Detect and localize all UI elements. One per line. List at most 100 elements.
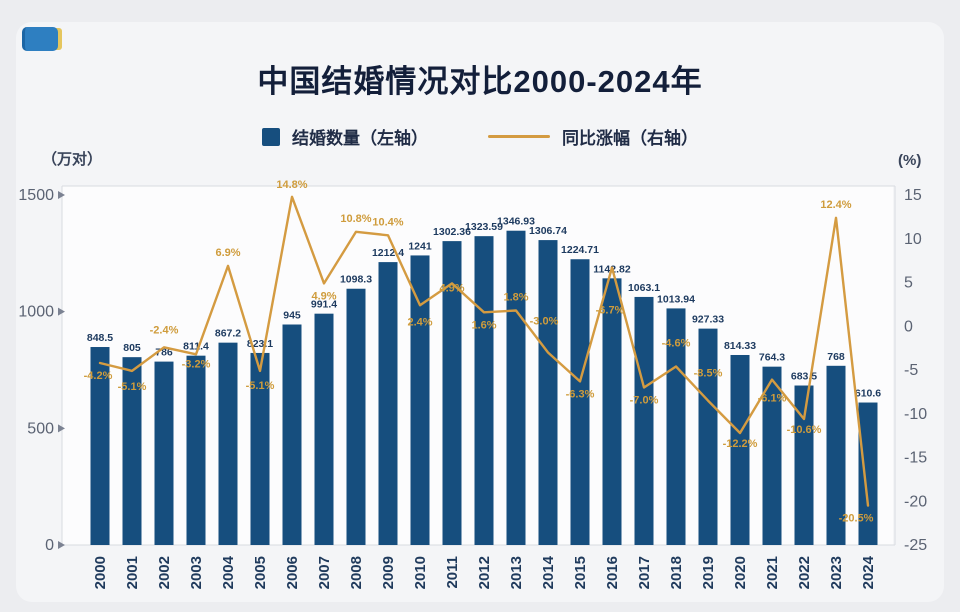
bar-value-2011: 1302.36 bbox=[433, 226, 471, 238]
logo-icon bbox=[22, 27, 62, 52]
x-label-2004: 2004 bbox=[220, 555, 237, 589]
x-label-2023: 2023 bbox=[828, 556, 845, 589]
left-axis-tick-arrow bbox=[58, 307, 65, 316]
bar-value-2001: 805 bbox=[123, 342, 141, 354]
bar-value-2014: 1306.74 bbox=[529, 225, 567, 237]
line-series-label: 同比涨幅（右轴） bbox=[562, 129, 698, 148]
left-axis-tick-500: 500 bbox=[27, 420, 54, 437]
bar-value-2007: 991.4 bbox=[311, 299, 337, 311]
bar-value-2004: 867.2 bbox=[215, 328, 241, 340]
x-label-2022: 2022 bbox=[796, 556, 813, 589]
bar-value-2018: 1013.94 bbox=[657, 293, 695, 305]
pct-label-2014: -3.0% bbox=[530, 316, 559, 328]
bar-2013 bbox=[506, 230, 526, 545]
left-axis-tick-arrow bbox=[58, 191, 65, 199]
bar-2009 bbox=[378, 262, 398, 545]
bar-2024 bbox=[858, 402, 878, 545]
x-label-2011: 2011 bbox=[444, 556, 461, 589]
pct-label-2003: -3.2% bbox=[182, 358, 211, 370]
bar-value-2024: 610.6 bbox=[855, 388, 881, 400]
bar-2016 bbox=[602, 278, 622, 545]
bar-series-label: 结婚数量（左轴） bbox=[292, 129, 428, 148]
pct-label-2017: -7.0% bbox=[630, 395, 659, 407]
bar-2019 bbox=[698, 328, 718, 545]
right-axis-tick-5: 5 bbox=[904, 275, 913, 292]
bar-2017 bbox=[634, 296, 654, 545]
pct-label-2018: -4.6% bbox=[662, 338, 691, 350]
pct-label-2013: 1.8% bbox=[503, 292, 528, 304]
x-label-2002: 2002 bbox=[156, 556, 173, 589]
pct-label-2020: -12.2% bbox=[723, 438, 758, 450]
x-label-2003: 2003 bbox=[188, 556, 205, 589]
bar-2023 bbox=[826, 365, 846, 545]
bar-value-2017: 1063.1 bbox=[628, 282, 660, 294]
bar-value-2010: 1241 bbox=[408, 240, 432, 252]
left-axis-tick-1500: 1500 bbox=[18, 187, 54, 204]
pct-label-2023: 12.4% bbox=[820, 199, 851, 211]
bar-2001 bbox=[122, 357, 142, 545]
x-label-2015: 2015 bbox=[572, 556, 589, 589]
x-label-2008: 2008 bbox=[348, 556, 365, 589]
bar-2015 bbox=[570, 259, 590, 545]
legend-item-line: 同比涨幅（右轴） bbox=[488, 124, 698, 149]
right-axis-tick-15: 15 bbox=[904, 187, 922, 204]
bar-value-2020: 814.33 bbox=[724, 340, 756, 352]
bar-2014 bbox=[538, 240, 558, 545]
pct-label-2009: 10.4% bbox=[372, 216, 403, 228]
bar-value-2000: 848.5 bbox=[87, 332, 113, 344]
left-axis-tick-1000: 1000 bbox=[18, 304, 54, 321]
bar-2022 bbox=[794, 385, 814, 545]
pct-label-2015: -6.3% bbox=[566, 388, 595, 400]
line-series-swatch bbox=[488, 135, 550, 138]
pct-label-2010: 2.4% bbox=[407, 316, 432, 328]
pct-label-2022: -10.6% bbox=[787, 424, 822, 436]
right-axis-tick-10: 10 bbox=[904, 231, 922, 248]
pct-label-2004: 6.9% bbox=[215, 247, 240, 259]
x-label-2005: 2005 bbox=[252, 556, 269, 589]
x-label-2006: 2006 bbox=[284, 556, 301, 589]
x-label-2013: 2013 bbox=[508, 556, 525, 589]
left-axis-tick-arrow bbox=[58, 541, 65, 549]
bar-value-2021: 764.3 bbox=[759, 352, 785, 364]
legend-item-bars: 结婚数量（左轴） bbox=[262, 124, 428, 149]
right-axis-tick--5: -5 bbox=[904, 362, 918, 379]
pct-label-2011: 4.9% bbox=[439, 282, 464, 294]
bar-2018 bbox=[666, 308, 686, 545]
pct-label-2019: -8.5% bbox=[694, 368, 723, 380]
x-label-2019: 2019 bbox=[700, 556, 717, 589]
bar-2004 bbox=[218, 342, 238, 545]
pct-label-2007: 4.9% bbox=[311, 290, 336, 302]
x-label-2010: 2010 bbox=[412, 556, 429, 589]
bar-2007 bbox=[314, 313, 334, 545]
x-label-2016: 2016 bbox=[604, 556, 621, 589]
right-axis-unit: (%) bbox=[898, 152, 922, 169]
bar-2003 bbox=[186, 355, 206, 545]
x-label-2018: 2018 bbox=[668, 556, 685, 589]
pct-label-2006: 14.8% bbox=[276, 179, 307, 191]
x-label-2014: 2014 bbox=[540, 555, 557, 589]
bar-2005 bbox=[250, 352, 270, 545]
bar-value-2022: 683.5 bbox=[791, 371, 817, 383]
yoy-line bbox=[98, 195, 870, 507]
x-label-2009: 2009 bbox=[380, 556, 397, 589]
x-label-2020: 2020 bbox=[732, 556, 749, 589]
logo-blue-part bbox=[22, 27, 58, 51]
bar-2012 bbox=[474, 236, 494, 545]
chart-title: 中国结婚情况对比2000-2024年 bbox=[257, 64, 703, 99]
x-label-2012: 2012 bbox=[476, 556, 493, 589]
bar-value-2008: 1098.3 bbox=[340, 274, 372, 286]
x-label-2017: 2017 bbox=[636, 556, 653, 589]
pct-label-2024: -20.5% bbox=[839, 513, 874, 525]
right-axis-tick--10: -10 bbox=[904, 406, 927, 423]
pct-label-2012: 1.6% bbox=[471, 319, 496, 331]
bar-value-2023: 768 bbox=[827, 351, 845, 363]
x-label-2021: 2021 bbox=[764, 556, 781, 589]
x-label-2024: 2024 bbox=[860, 555, 877, 589]
right-axis-tick-0: 0 bbox=[904, 318, 913, 335]
pct-label-2005: -5.1% bbox=[246, 380, 275, 392]
bar-series-swatch bbox=[262, 127, 280, 146]
x-label-2001: 2001 bbox=[124, 556, 141, 589]
bar-value-2003: 811.4 bbox=[183, 341, 209, 353]
bar-2000 bbox=[90, 347, 110, 545]
